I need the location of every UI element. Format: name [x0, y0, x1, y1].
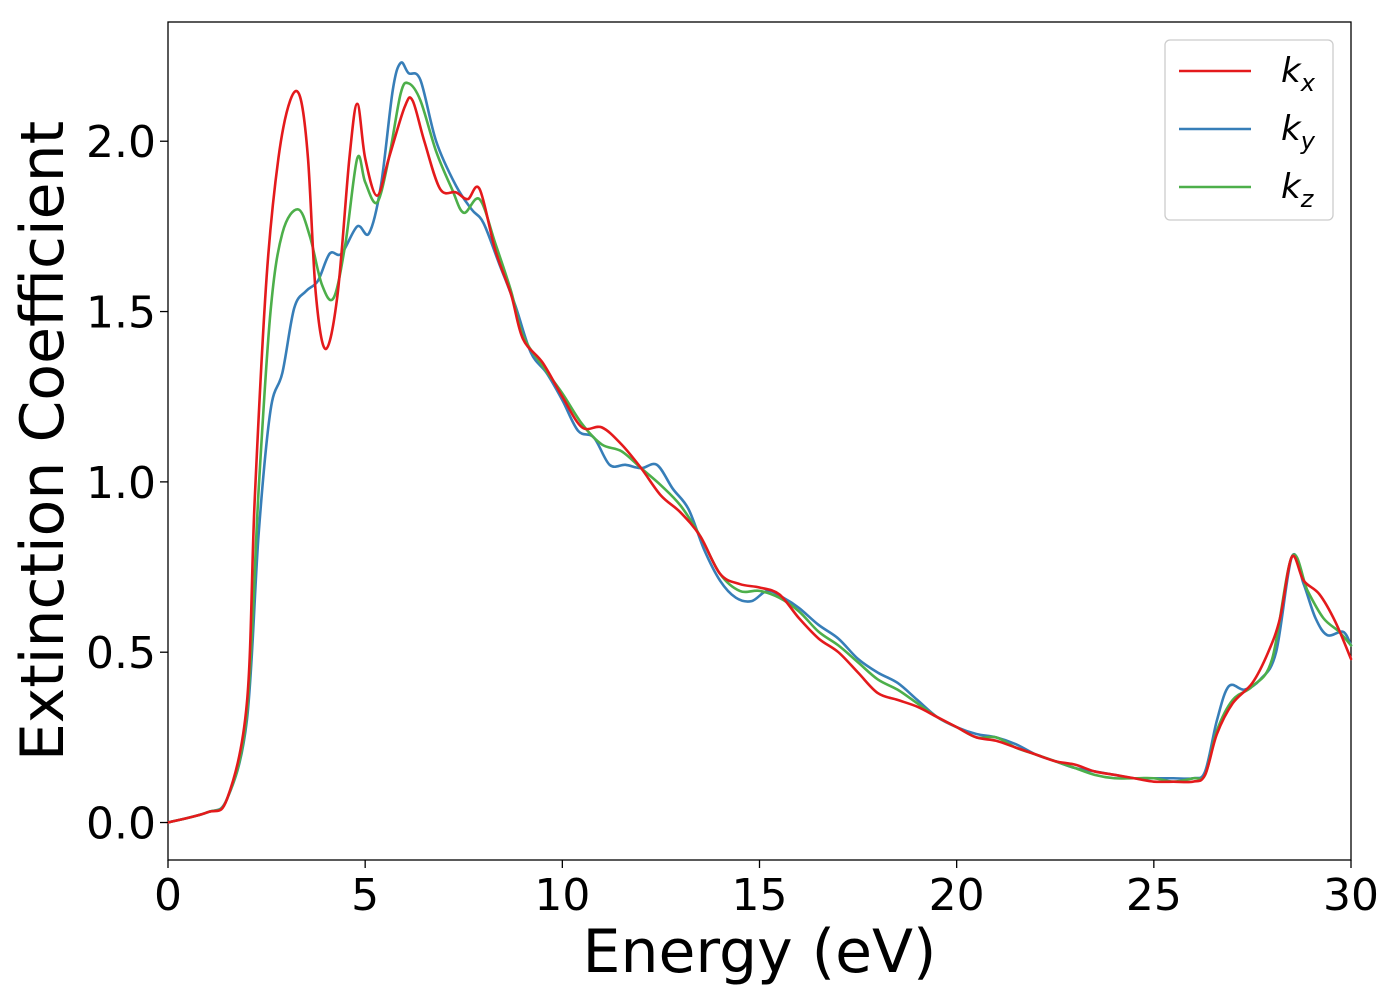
- y-tick-label: 2.0: [86, 117, 156, 168]
- legend-label-k-y: ky: [1281, 109, 1316, 155]
- y-ticks: 0.0 0.5 1.0 1.5 2.0: [86, 117, 168, 850]
- y-tick-label: 0.0: [86, 799, 156, 850]
- y-tick-label: 0.5: [86, 628, 156, 679]
- x-ticks: 0 5 10 15 20 25 30: [154, 860, 1379, 921]
- legend: kx ky kz: [1164, 39, 1334, 221]
- x-axis-title: Energy (eV): [583, 917, 937, 987]
- y-tick-label: 1.5: [86, 288, 156, 339]
- y-tick-label: 1.0: [86, 458, 156, 509]
- x-tick-label: 0: [154, 870, 182, 921]
- y-axis-title: Extinction Coefficient: [8, 121, 78, 761]
- x-tick-label: 5: [351, 870, 379, 921]
- series-line-k-x: [166, 89, 1353, 824]
- x-tick-label: 25: [1126, 870, 1182, 921]
- lines-layer: [166, 61, 1353, 824]
- x-tick-label: 15: [732, 870, 788, 921]
- x-tick-label: 30: [1323, 870, 1379, 921]
- x-tick-label: 10: [534, 870, 590, 921]
- legend-label-k-z: kz: [1281, 167, 1315, 213]
- x-tick-label: 20: [929, 870, 985, 921]
- legend-label-k-x: kx: [1281, 51, 1316, 97]
